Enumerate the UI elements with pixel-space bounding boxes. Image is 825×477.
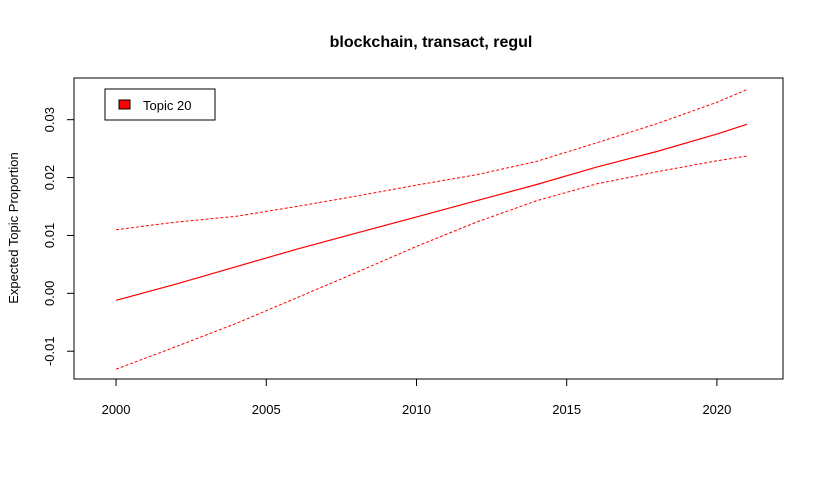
y-axis: -0.01 0.00 0.01 0.02 0.03 bbox=[42, 107, 75, 366]
series-line-lower bbox=[115, 155, 747, 370]
y-tick-label: 0.02 bbox=[42, 165, 57, 190]
x-axis: 2000 2005 2010 2015 2020 bbox=[102, 378, 731, 417]
y-tick-label: -0.01 bbox=[42, 336, 57, 366]
legend-label: Topic 20 bbox=[143, 98, 191, 113]
series-line-upper bbox=[116, 89, 748, 231]
legend: Topic 20 bbox=[104, 88, 216, 121]
plot-frame bbox=[73, 77, 784, 380]
legend-swatch bbox=[118, 99, 131, 110]
x-tick-label: 2015 bbox=[552, 402, 581, 417]
series-line-estimate bbox=[115, 123, 748, 301]
x-tick-label: 2005 bbox=[252, 402, 281, 417]
y-tick-label: 0.00 bbox=[42, 281, 57, 306]
y-tick-label: 0.03 bbox=[42, 107, 57, 132]
series-group bbox=[115, 89, 748, 370]
y-axis-label: Expected Topic Proportion bbox=[6, 152, 21, 304]
x-tick-label: 2000 bbox=[102, 402, 131, 417]
x-tick-label: 2010 bbox=[402, 402, 431, 417]
y-tick-label: 0.01 bbox=[42, 223, 57, 248]
x-tick-label: 2020 bbox=[702, 402, 731, 417]
chart-title: blockchain, transact, regul bbox=[330, 34, 533, 51]
